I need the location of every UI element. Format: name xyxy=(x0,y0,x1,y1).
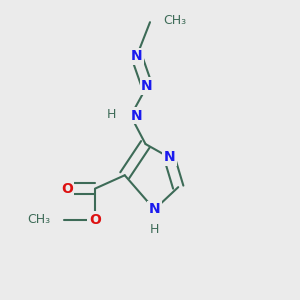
Text: H: H xyxy=(106,108,116,122)
Text: H: H xyxy=(150,223,159,236)
Text: O: O xyxy=(61,182,73,196)
Text: N: N xyxy=(141,79,153,93)
Text: N: N xyxy=(131,50,142,63)
Text: N: N xyxy=(131,109,142,123)
Text: O: O xyxy=(89,213,101,227)
Text: CH₃: CH₃ xyxy=(164,14,187,27)
Text: N: N xyxy=(164,150,175,164)
Text: CH₃: CH₃ xyxy=(27,213,50,226)
Text: N: N xyxy=(148,202,160,216)
